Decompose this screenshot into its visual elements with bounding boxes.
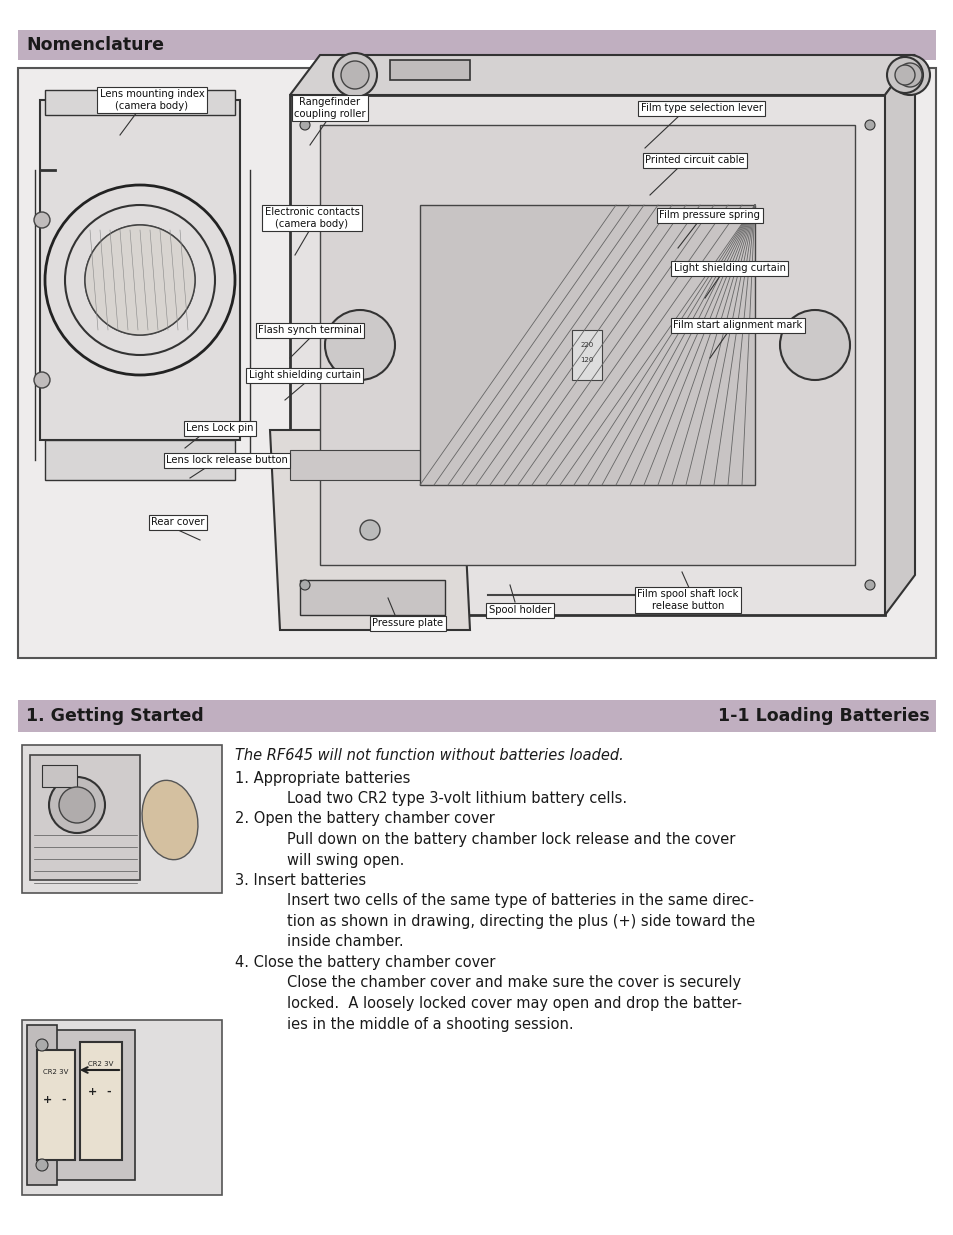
Circle shape	[894, 65, 914, 85]
Bar	[22, 1020, 222, 1195]
Circle shape	[59, 787, 95, 823]
Bar	[45, 440, 234, 480]
Text: 1. Appropriate batteries: 1. Appropriate batteries	[234, 771, 410, 785]
Bar	[42, 764, 77, 787]
Text: +: +	[89, 1087, 97, 1097]
Text: Light shielding curtain: Light shielding curtain	[249, 370, 360, 380]
Text: Close the chamber cover and make sure the cover is securely: Close the chamber cover and make sure th…	[287, 976, 740, 990]
Text: Film start alignment mark: Film start alignment mark	[673, 320, 801, 330]
Bar	[30, 1030, 135, 1179]
Text: +: +	[43, 1095, 52, 1105]
Bar	[22, 745, 222, 893]
Text: Flash synch terminal: Flash synch terminal	[258, 325, 361, 335]
Text: CR2 3V: CR2 3V	[89, 1061, 113, 1067]
Circle shape	[340, 61, 369, 89]
Polygon shape	[270, 430, 470, 630]
Text: 220: 220	[579, 342, 593, 348]
Text: 1-1 Loading Batteries: 1-1 Loading Batteries	[718, 706, 929, 725]
Text: Film pressure spring: Film pressure spring	[659, 210, 760, 220]
Bar	[80, 1042, 122, 1160]
Text: will swing open.: will swing open.	[287, 852, 404, 867]
Text: Rear cover: Rear cover	[152, 517, 205, 527]
Text: -: -	[107, 1087, 112, 1097]
Circle shape	[36, 1039, 48, 1051]
Circle shape	[333, 53, 376, 98]
Text: Insert two cells of the same type of batteries in the same direc-: Insert two cells of the same type of bat…	[287, 893, 753, 909]
Text: tion as shown in drawing, directing the plus (+) side toward the: tion as shown in drawing, directing the …	[287, 914, 755, 929]
Bar	[27, 1025, 57, 1186]
Bar	[390, 61, 470, 80]
Text: Lens lock release button: Lens lock release button	[166, 454, 288, 466]
Text: 3. Insert batteries: 3. Insert batteries	[234, 873, 366, 888]
Text: Lens mounting index
(camera body): Lens mounting index (camera body)	[99, 89, 204, 111]
Text: CR2 3V: CR2 3V	[43, 1070, 69, 1074]
Circle shape	[34, 212, 50, 228]
Polygon shape	[290, 56, 914, 95]
Text: 4. Close the battery chamber cover: 4. Close the battery chamber cover	[234, 955, 495, 969]
Circle shape	[36, 1158, 48, 1171]
Circle shape	[897, 63, 921, 86]
Circle shape	[886, 57, 923, 93]
Circle shape	[864, 580, 874, 590]
Circle shape	[780, 310, 849, 380]
Text: 120: 120	[579, 357, 593, 363]
Text: Film spool shaft lock
release button: Film spool shaft lock release button	[637, 589, 738, 611]
Text: Lens Lock pin: Lens Lock pin	[186, 424, 253, 433]
Text: Load two CR2 type 3-volt lithium battery cells.: Load two CR2 type 3-volt lithium battery…	[287, 790, 626, 806]
Bar	[18, 68, 935, 658]
Text: Rangefinder
coupling roller: Rangefinder coupling roller	[294, 98, 365, 119]
Bar	[30, 755, 140, 881]
Ellipse shape	[142, 781, 198, 860]
Bar	[37, 1050, 75, 1160]
Text: 1. Getting Started: 1. Getting Started	[26, 706, 204, 725]
Circle shape	[889, 56, 929, 95]
Bar	[290, 450, 450, 480]
Text: locked.  A loosely locked cover may open and drop the batter-: locked. A loosely locked cover may open …	[287, 995, 741, 1011]
Text: Nomenclature: Nomenclature	[26, 36, 164, 54]
Text: Spool holder: Spool holder	[488, 605, 551, 615]
Circle shape	[49, 777, 105, 832]
Circle shape	[299, 120, 310, 130]
Text: Film type selection lever: Film type selection lever	[640, 103, 762, 112]
Circle shape	[325, 310, 395, 380]
Bar	[299, 580, 444, 615]
Circle shape	[299, 580, 310, 590]
Text: inside chamber.: inside chamber.	[287, 935, 403, 950]
Bar	[18, 30, 935, 61]
Circle shape	[34, 372, 50, 388]
Text: 2. Open the battery chamber cover: 2. Open the battery chamber cover	[234, 811, 495, 826]
Bar	[40, 100, 240, 440]
Circle shape	[864, 120, 874, 130]
Bar	[18, 700, 935, 732]
Text: -: -	[62, 1095, 67, 1105]
Text: Light shielding curtain: Light shielding curtain	[673, 263, 785, 273]
Text: Pull down on the battery chamber lock release and the cover: Pull down on the battery chamber lock re…	[287, 832, 735, 847]
Polygon shape	[884, 56, 914, 615]
Bar	[45, 90, 234, 115]
Bar	[572, 330, 601, 380]
Text: ies in the middle of a shooting session.: ies in the middle of a shooting session.	[287, 1016, 573, 1031]
Bar	[290, 95, 884, 615]
Circle shape	[85, 225, 194, 335]
Text: The RF645 will not function without batteries loaded.: The RF645 will not function without batt…	[234, 748, 623, 763]
Text: Printed circuit cable: Printed circuit cable	[644, 156, 744, 165]
Bar	[419, 205, 754, 485]
Text: Electronic contacts
(camera body): Electronic contacts (camera body)	[264, 207, 359, 228]
Bar	[319, 125, 854, 564]
Text: Pressure plate: Pressure plate	[372, 618, 443, 629]
Circle shape	[359, 520, 379, 540]
